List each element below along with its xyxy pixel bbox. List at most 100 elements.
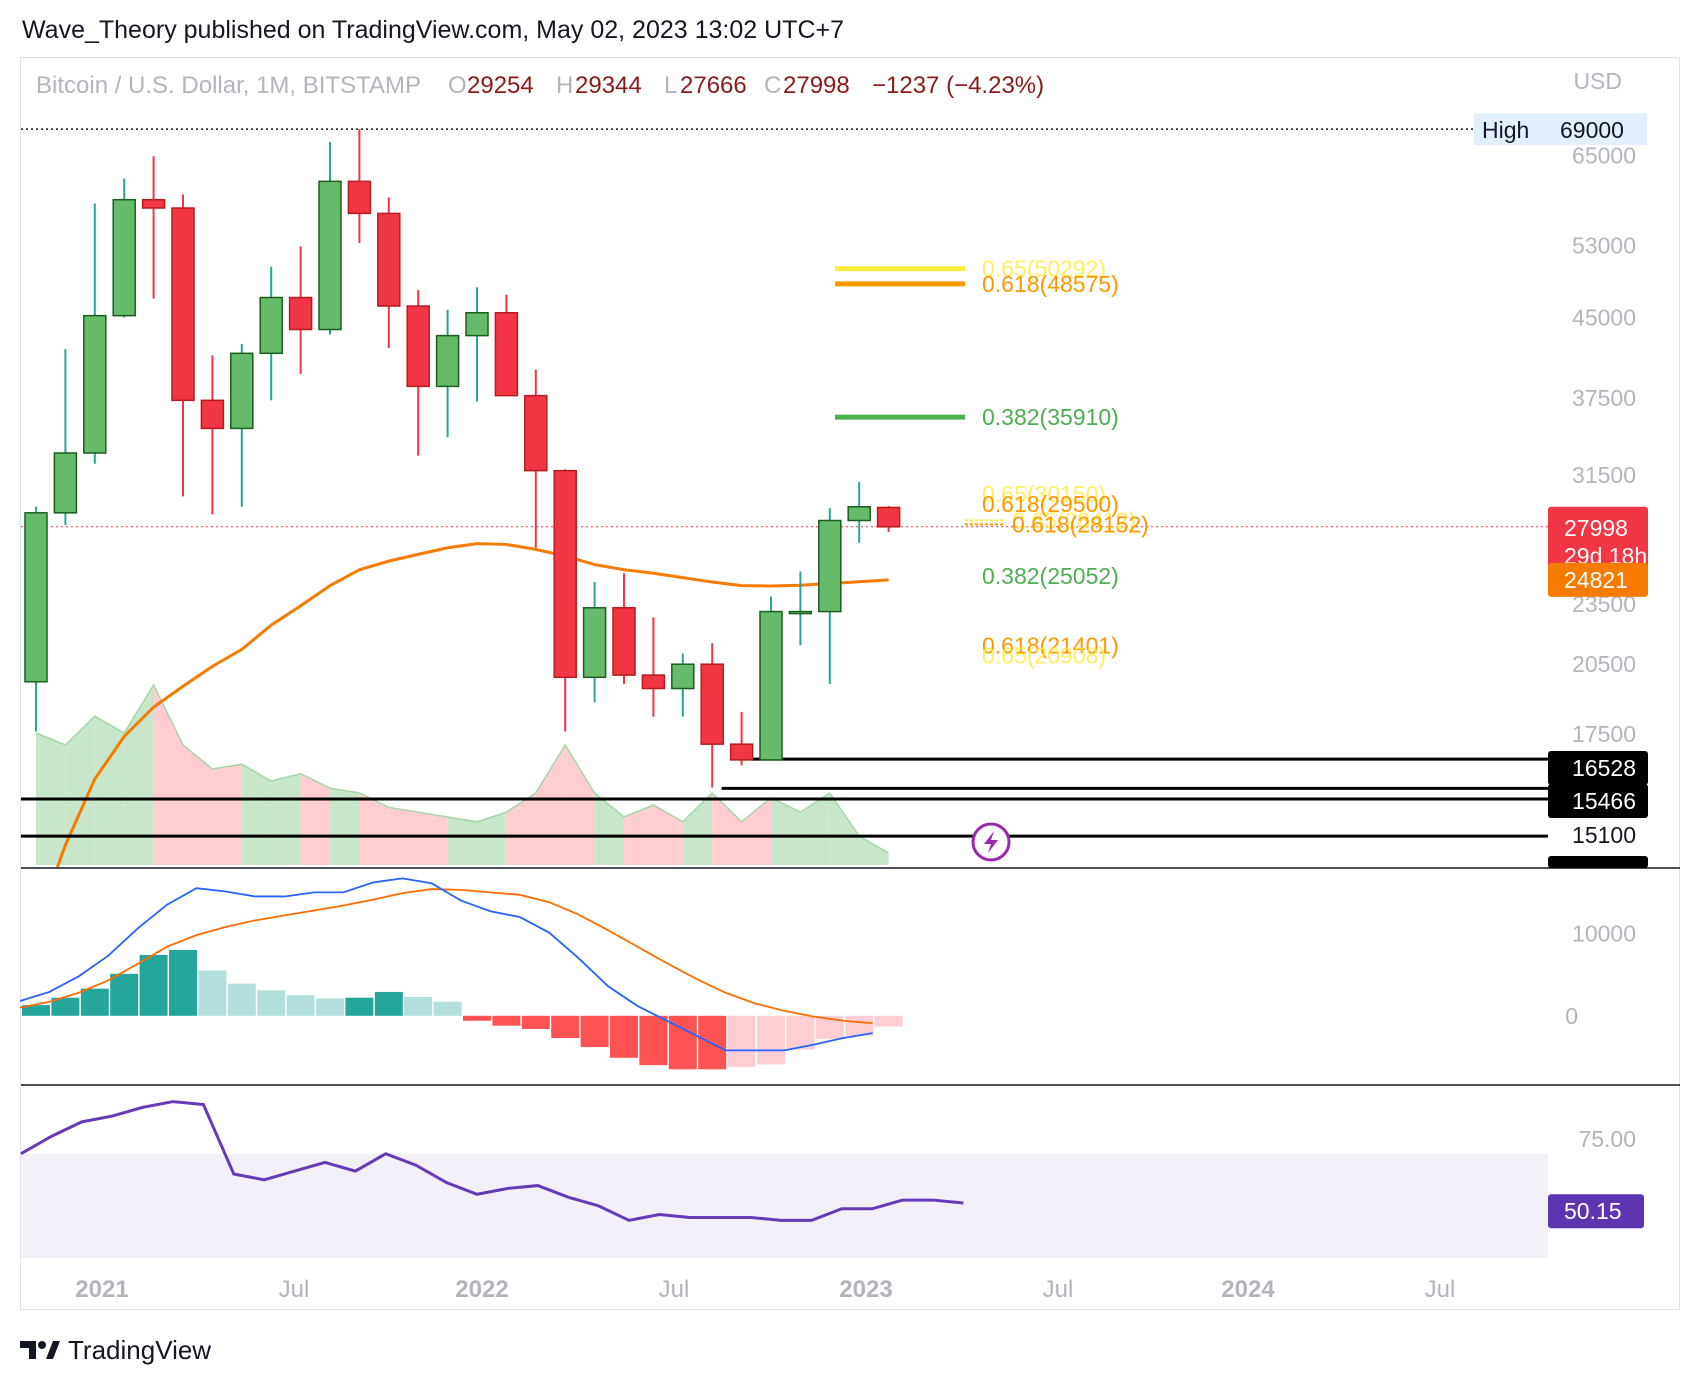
- macd-histogram-bar: [815, 1015, 844, 1039]
- macd-histogram-bar: [610, 1015, 638, 1058]
- candle-body: [818, 519, 842, 613]
- volume-area-segment: [859, 836, 889, 865]
- rsi-y-tick-label: 75.00: [1578, 1126, 1636, 1152]
- horizontal-lines-layer: [21, 757, 1548, 838]
- volume-area-segment: [241, 764, 272, 865]
- macd-histogram-bar: [51, 997, 80, 1016]
- rsi-value-tag: [1548, 1194, 1644, 1229]
- candle-body: [700, 663, 724, 745]
- candle-body: [641, 674, 666, 690]
- macd-histogram-bar: [433, 1001, 462, 1016]
- candle-body: [524, 394, 548, 472]
- ohlc-c: 27998: [783, 72, 850, 99]
- volume-area-segment: [506, 793, 536, 865]
- macd-histogram-bar: [463, 1015, 491, 1021]
- ohlc-h: 29344: [575, 72, 642, 99]
- symbol-title: Bitcoin / U.S. Dollar, 1M, BITSTAMP: [36, 72, 421, 99]
- line-value-label: 15466: [1572, 788, 1636, 814]
- grid-layer: [21, 128, 1680, 1086]
- volume-area-segment: [682, 793, 713, 865]
- rsi-value-label: 50.15: [1564, 1198, 1622, 1224]
- ohlc-l-label: L: [664, 72, 677, 99]
- ema-layer: [55, 542, 889, 867]
- fib-label: 0.618(28152): [1012, 511, 1149, 537]
- fib-label: 0.65(30150): [982, 481, 1106, 507]
- fib-label: 0.618(48575): [982, 271, 1119, 297]
- volume-area-segment: [829, 793, 860, 865]
- candle-body: [759, 610, 783, 761]
- line-value-tag: [1548, 784, 1648, 818]
- ohlc-h-label: H: [556, 72, 573, 99]
- macd-histogram-bar: [492, 1015, 521, 1026]
- volume-area-segment: [741, 797, 771, 865]
- tradingview-logo-icon[interactable]: [20, 1337, 60, 1363]
- lightning-glyph: [984, 831, 998, 853]
- candle-body: [553, 469, 577, 679]
- fib-label: 0.65(20908): [982, 643, 1106, 669]
- ema-value-label: 24821: [1564, 567, 1628, 593]
- x-axis-label: Jul: [659, 1276, 690, 1303]
- macd-histogram-bar: [169, 949, 197, 1016]
- macd-histogram-bar: [374, 991, 403, 1016]
- candle-body: [24, 512, 48, 683]
- line-value-tag: [1548, 856, 1648, 868]
- line-value-label: 16528: [1572, 755, 1636, 781]
- macd-histogram-bar: [316, 998, 344, 1016]
- macd-histogram-bar: [698, 1015, 727, 1070]
- macd-histogram-bar: [198, 970, 227, 1016]
- volume-area-segment: [94, 716, 125, 865]
- candle-body: [494, 311, 519, 397]
- candle-body: [465, 311, 489, 337]
- macd-histogram-bar: [521, 1015, 550, 1029]
- line-value-label: 15100: [1572, 822, 1636, 848]
- candle-body: [288, 296, 313, 331]
- rsi-band: [21, 1153, 1548, 1258]
- volume-area-segment: [771, 797, 801, 865]
- x-axis-label: Jul: [1425, 1276, 1456, 1303]
- macd-histogram-bar: [639, 1015, 668, 1066]
- y-tick-label: 20500: [1572, 651, 1636, 677]
- volume-area-segment: [153, 685, 183, 865]
- volume-area-segment: [447, 817, 477, 865]
- volume-area-segment: [183, 745, 213, 865]
- ohlc-o-label: O: [448, 72, 467, 99]
- high-marker-tag: [1474, 113, 1549, 146]
- high-value-tag: [1549, 113, 1647, 146]
- volume-area-segment: [271, 773, 301, 865]
- candle-body: [230, 352, 254, 430]
- fib-label: 0.618(21401): [982, 632, 1119, 658]
- chart-canvas[interactable]: 0.65(50292)0.618(48575) 0.382(35910) 0.65(…: [0, 0, 1694, 1320]
- rsi-line: [20, 1100, 964, 1222]
- volume-area-segment: [800, 793, 830, 865]
- rsi-layer: 75.00 50.15: [20, 1100, 1644, 1258]
- legend-layer: Bitcoin / U.S. Dollar, 1M, BITSTAMP O 292…: [36, 72, 1044, 99]
- x-axis-label: Jul: [1043, 1276, 1074, 1303]
- candle-body: [318, 180, 342, 331]
- volume-area-segment: [418, 812, 448, 865]
- high-marker-value: 69000: [1560, 117, 1624, 143]
- macd-histogram-bar: [110, 973, 139, 1016]
- tradingview-brand[interactable]: TradingView: [68, 1334, 212, 1365]
- ohlc-change: −1237 (−4.23%): [872, 72, 1044, 99]
- x-axis-label: 2024: [1221, 1276, 1275, 1303]
- macd-histogram-bar: [551, 1015, 580, 1039]
- last-price-value: 27998: [1564, 515, 1628, 541]
- fib-label: 0.382(35910): [982, 404, 1119, 430]
- last-price-tag: [1548, 506, 1648, 569]
- volume-outline: [35, 683, 889, 854]
- y-tick-label: 37500: [1572, 385, 1636, 411]
- macd-histogram-bar: [227, 983, 256, 1016]
- macd-layer: 10000 0: [19, 877, 1636, 1070]
- macd-histogram-bar: [727, 1015, 756, 1067]
- volume-area-segment: [535, 745, 566, 865]
- x-axis-label: 2023: [839, 1276, 892, 1303]
- macd-histogram-bar: [257, 990, 286, 1016]
- candle-body: [347, 180, 372, 215]
- macd-histogram-bar: [786, 1015, 815, 1050]
- ohlc-o: 29254: [467, 72, 534, 99]
- fib-label: 0.65(28412): [1012, 507, 1136, 533]
- ema-line: [55, 542, 889, 867]
- macd-signal-line: [19, 888, 873, 1025]
- macd-histogram-bar: [286, 995, 315, 1016]
- candles-layer: [24, 129, 901, 788]
